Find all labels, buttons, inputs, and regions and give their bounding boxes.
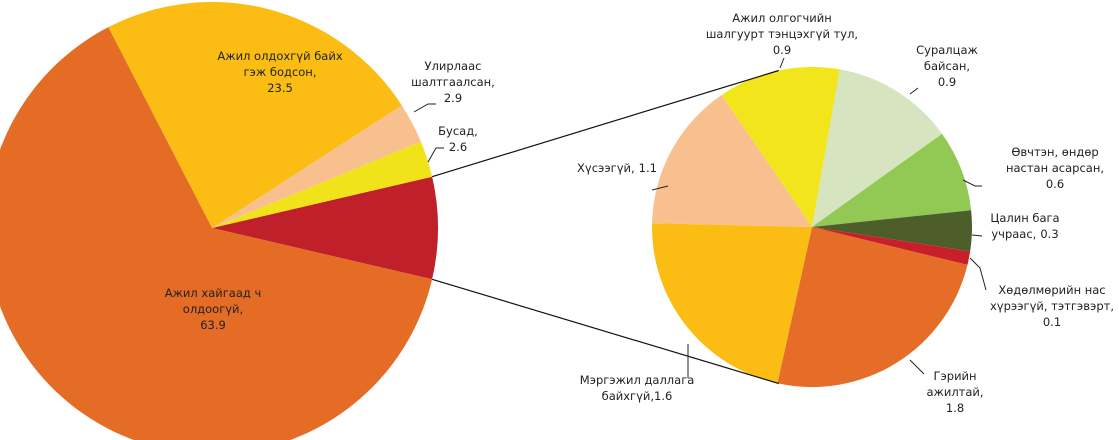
pie-slice bbox=[0, 27, 433, 440]
connector-line bbox=[431, 278, 779, 385]
label-line: учраас, bbox=[991, 227, 1036, 241]
data-label: Улирлаас шалтгаалсан, 2.9 bbox=[411, 59, 495, 105]
label-line: Ажил олгогчийн bbox=[732, 11, 831, 25]
label-value: 1.6 bbox=[654, 389, 672, 403]
leader-line bbox=[427, 147, 444, 163]
label-value: 2.9 bbox=[444, 91, 462, 105]
data-label: Ажил хайгаад ч олдоогүй, 63.9 bbox=[165, 286, 262, 332]
pie-slice bbox=[212, 105, 421, 228]
label-line: Бусад, bbox=[438, 124, 478, 138]
data-label: Ажил олгогчийн шалгуурт тэнцэхгүй тул, 0.9 bbox=[706, 11, 858, 57]
data-label: Мэргэжил даллага байхгүй,1.6 bbox=[580, 373, 695, 403]
label-line: ажилтай, bbox=[926, 385, 983, 399]
pie-slice bbox=[777, 227, 968, 388]
data-label: Цалин бага учраас, 0.3 bbox=[990, 211, 1059, 241]
data-label: Гэрийн ажилтай, 1.8 bbox=[926, 369, 983, 415]
label-line: Ажил хайгаад ч bbox=[165, 286, 262, 300]
label-line: Мэргэжил даллага bbox=[580, 373, 695, 387]
connector-line bbox=[431, 69, 779, 178]
label-value: 0.9 bbox=[773, 43, 791, 57]
pie-slice bbox=[212, 141, 433, 228]
label-value: 23.5 bbox=[267, 81, 293, 95]
leader-line bbox=[779, 57, 785, 69]
leader-lines bbox=[413, 57, 987, 378]
data-label: Өвчтэн, өндөр настан асарсан, 0.6 bbox=[1006, 145, 1104, 191]
leader-line bbox=[413, 103, 436, 113]
label-line: гэж бодсон, bbox=[244, 65, 317, 79]
label-value: 0.3 bbox=[1040, 227, 1058, 241]
data-label: Хүсээгүй, 1.1 bbox=[577, 161, 657, 175]
label-value: 1.8 bbox=[946, 401, 964, 415]
data-label: Ажил олдохгүй байх гэж бодсон, 23.5 bbox=[217, 49, 342, 95]
label-line: Цалин бага bbox=[990, 211, 1059, 225]
pie-slice bbox=[652, 94, 812, 228]
leader-line bbox=[971, 234, 983, 237]
label-value: 0.9 bbox=[938, 75, 956, 89]
leader-line bbox=[969, 257, 987, 291]
data-label: Бусад, 2.6 bbox=[438, 124, 478, 154]
pie-slice bbox=[652, 223, 812, 384]
pie-slice bbox=[812, 133, 972, 227]
pie-slice bbox=[108, 1, 402, 228]
label-line: байсан, bbox=[924, 59, 970, 73]
label-value: 1.1 bbox=[639, 161, 657, 175]
label-value: 2.6 bbox=[449, 140, 467, 154]
leader-line bbox=[909, 359, 925, 375]
label-value: 0.1 bbox=[1043, 315, 1061, 329]
labels: Ажил хайгаад ч олдоогүй, 63.9 Ажил олдохгүй… bbox=[165, 11, 1114, 415]
label-line: Хөдөлмөрийн нас bbox=[998, 283, 1105, 297]
label-line: Ажил олдохгүй байх bbox=[217, 49, 342, 63]
leader-line bbox=[909, 87, 919, 95]
leader-line bbox=[651, 185, 669, 191]
data-label: Хөдөлмөрийн нас хүрээгүй, тэтгэвэрт, 0.1 bbox=[990, 283, 1114, 329]
label-line: Гэрийн bbox=[933, 369, 976, 383]
leader-line bbox=[962, 179, 982, 187]
label-line: Хүсээгүй, bbox=[577, 161, 635, 175]
label-line: олдоогүй, bbox=[183, 302, 243, 316]
data-label: Суралцаж байсан, 0.9 bbox=[916, 43, 978, 89]
label-line: Улирлаас bbox=[425, 59, 482, 73]
label-line: шалтгаалсан, bbox=[411, 75, 495, 89]
label-line: шалгуурт тэнцэхгүй тул, bbox=[706, 27, 858, 41]
label-line: байхгүй, bbox=[602, 389, 654, 403]
pie-slice-other bbox=[212, 176, 438, 280]
label-value: 63.9 bbox=[200, 318, 226, 332]
slices bbox=[0, 1, 972, 440]
label-line: Суралцаж bbox=[916, 43, 978, 57]
label-line: настан асарсан, bbox=[1006, 161, 1104, 175]
pie-slice bbox=[721, 67, 840, 228]
label-line: хүрээгүй, тэтгэвэрт, bbox=[990, 299, 1114, 313]
label-value: 0.6 bbox=[1046, 177, 1064, 191]
pie-slice bbox=[812, 69, 943, 228]
label-line: Өвчтэн, өндөр bbox=[1011, 145, 1098, 159]
pie-slice bbox=[812, 210, 972, 252]
pie-slice bbox=[812, 227, 971, 265]
